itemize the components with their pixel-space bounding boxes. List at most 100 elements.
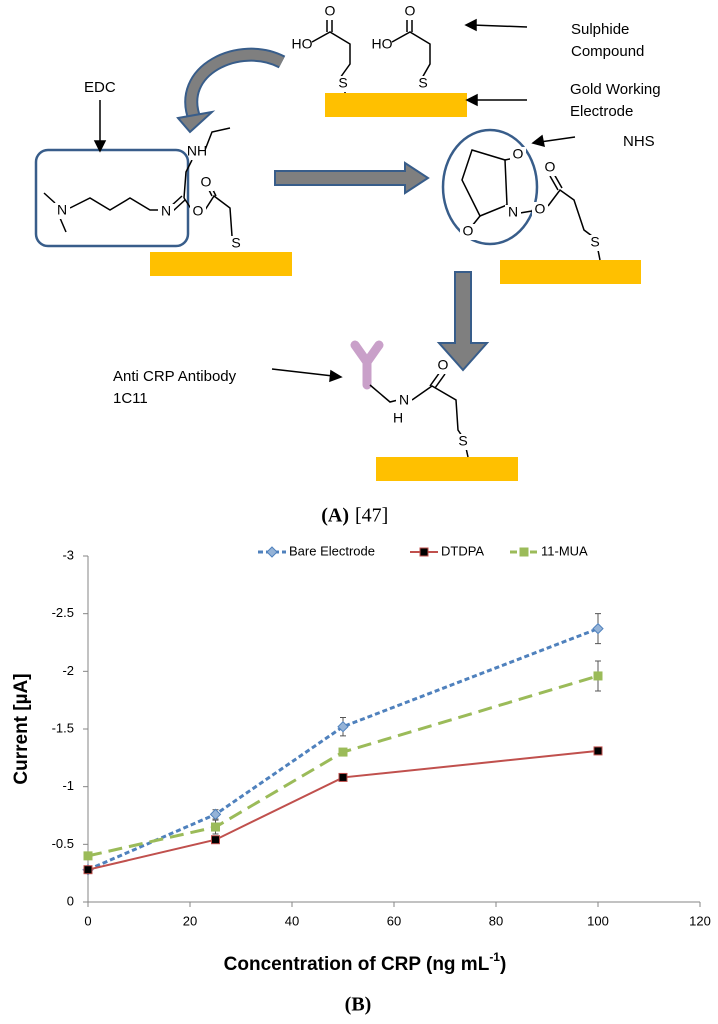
legend-marker [419, 547, 429, 557]
atom-bg [532, 202, 548, 218]
nhs-label: NHS [623, 133, 655, 150]
atom-label: HO [292, 36, 313, 52]
atom-bg [542, 160, 558, 176]
marker [209, 808, 222, 821]
x-axis-label: Concentration of CRP (ng mL-1) [224, 950, 507, 975]
chart-caption: (B) [345, 994, 372, 1016]
atom-label: O [201, 174, 212, 190]
atom-label: S [338, 75, 347, 91]
atom-bg [198, 175, 214, 191]
atom-label: O [405, 3, 416, 19]
pointer-arrows [93, 18, 576, 383]
atom-bg [505, 205, 521, 221]
y-axis-label: Current [µA] [11, 673, 32, 784]
atom-bg [54, 203, 70, 219]
atom-label: O [545, 159, 556, 175]
gold-electrode [500, 260, 641, 284]
marker [592, 622, 604, 635]
marker [593, 746, 603, 756]
atom-label: S [458, 433, 467, 449]
x-tick-label: 20 [183, 913, 197, 928]
marker [338, 747, 348, 757]
y-tick-label: -1 [62, 778, 74, 793]
atom-label: NH [187, 143, 207, 159]
atom-bg [415, 76, 431, 92]
atom-bg [460, 224, 476, 240]
gold-electrode [376, 457, 518, 481]
atom-label: N [161, 203, 171, 219]
marker [211, 835, 220, 845]
curved-arrow [186, 49, 285, 122]
atom-label: O [535, 201, 546, 217]
marker [338, 772, 348, 782]
sulphide-label: Compound [571, 43, 644, 60]
atom-bg [390, 411, 406, 427]
atom-label: O [463, 223, 474, 239]
atom-label: N [399, 392, 409, 408]
atom-bg [190, 204, 206, 220]
y-tick-label: 0 [67, 893, 74, 908]
atom-bg [189, 144, 205, 160]
atom-label: N [508, 204, 518, 220]
x-tick-label: 40 [285, 913, 299, 928]
series-line [87, 627, 599, 872]
atom-bg [396, 393, 412, 409]
process-arrow [274, 161, 430, 195]
atom-bg [322, 4, 338, 20]
atom-bg [335, 76, 351, 92]
atom-bg [402, 4, 418, 20]
legend-label: Bare Electrode [289, 543, 375, 558]
x-tick-label: 100 [587, 913, 609, 928]
atom-label: S [231, 235, 240, 251]
legend-marker [266, 546, 278, 558]
marker [83, 865, 93, 875]
legend-label: 11-MUA [541, 543, 588, 558]
x-tick-label: 60 [387, 913, 401, 928]
caption: (A) [321, 505, 349, 527]
atom-bg [510, 147, 526, 163]
antibody-label: Anti CRP Antibody [113, 368, 237, 385]
atom-label: O [193, 203, 204, 219]
x-axis-label-text: ) [500, 954, 506, 975]
edc-box [34, 148, 190, 248]
x-tick-label: 80 [489, 913, 503, 928]
marker [593, 671, 603, 681]
sulphide-label: Sulphide [571, 21, 629, 38]
process-arrow [436, 271, 490, 372]
nhs-circle [441, 128, 539, 246]
legend-marker [519, 547, 529, 557]
edc-label: EDC [84, 79, 116, 96]
y-tick-label: -0.5 [52, 836, 74, 851]
sulphide-molecule [311, 16, 431, 93]
atom-label: H [393, 410, 403, 426]
gold-label: Gold Working [570, 81, 661, 98]
gold-label: Electrode [570, 103, 633, 120]
atom-bg [587, 235, 603, 251]
y-tick-label: -2 [62, 663, 74, 678]
series-line [87, 674, 599, 858]
x-axis-label-text: Concentration of CRP (ng mL [224, 954, 490, 975]
y-tick-label: -1.5 [52, 720, 74, 735]
atom-label: N [57, 202, 67, 218]
marker [211, 822, 220, 832]
gold-electrode [325, 93, 467, 117]
gold-electrode [150, 252, 292, 276]
antibody-label: 1C11 [113, 390, 148, 407]
atom-label: O [438, 357, 449, 373]
marker [337, 720, 349, 733]
atom-label: S [418, 75, 427, 91]
atom-bg [294, 37, 310, 53]
y-tick-label: -2.5 [52, 605, 74, 620]
atom-bg [374, 37, 390, 53]
marker [83, 851, 93, 861]
reference: [47] [355, 505, 388, 527]
antibody-molecule [350, 340, 469, 458]
x-tick-label: 0 [84, 913, 91, 928]
atom-label: O [513, 146, 524, 162]
atom-label: HO [372, 36, 393, 52]
atom-bg [158, 204, 174, 220]
legend-label: DTDPA [441, 543, 484, 558]
atom-label: S [590, 234, 599, 250]
